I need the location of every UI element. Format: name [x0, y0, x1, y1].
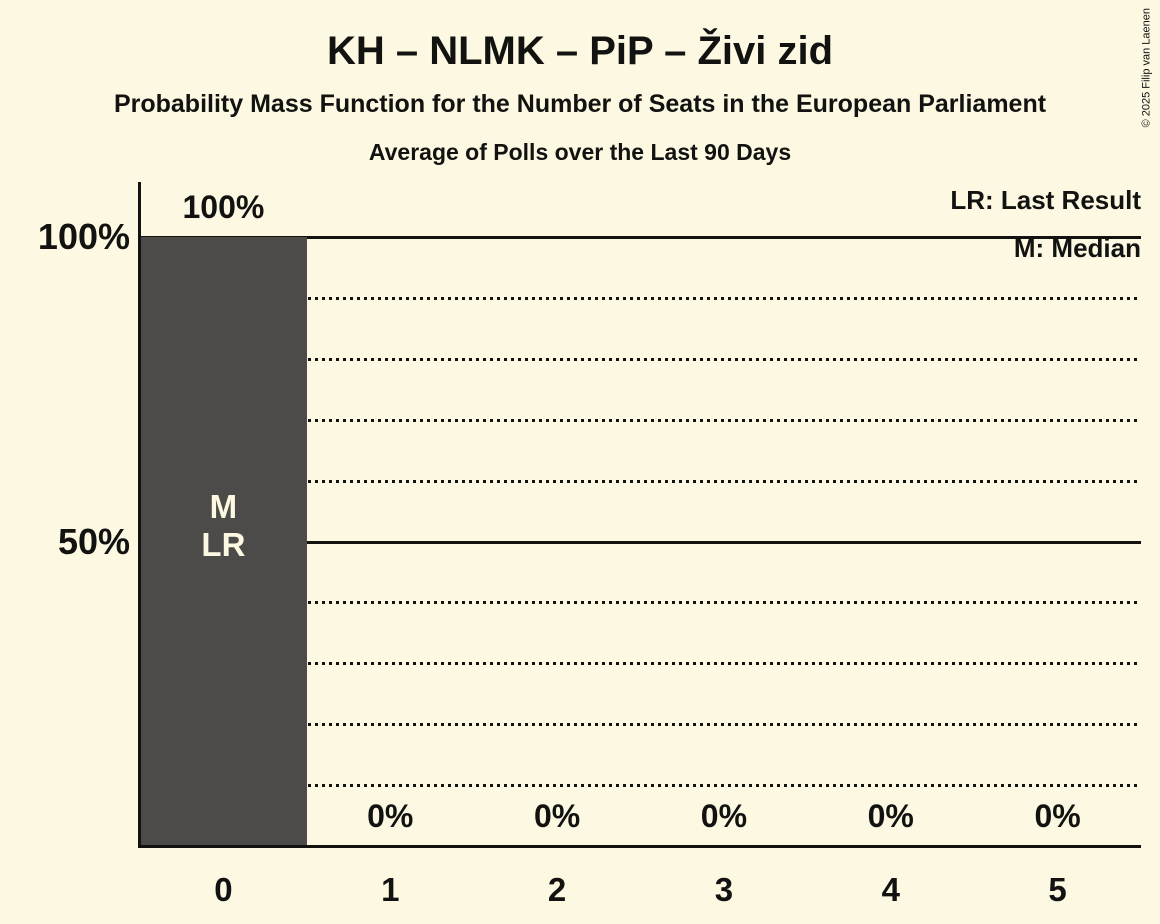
- gridline-solid-100pct: [140, 236, 1141, 239]
- legend-last-result: LR: Last Result: [950, 185, 1141, 215]
- last-result-marker-label: LR: [201, 526, 246, 563]
- gridline-dotted-40pct: [140, 601, 1141, 605]
- x-axis-label-4: 4: [881, 871, 900, 908]
- bar-value-label-5: 0%: [1034, 798, 1081, 834]
- gridline-dotted-20pct: [140, 723, 1141, 727]
- chart-subtitle: Probability Mass Function for the Number…: [113, 90, 1047, 118]
- gridline-dotted-30pct: [140, 662, 1141, 666]
- x-axis-label-5: 5: [1048, 871, 1067, 908]
- x-axis-label-3: 3: [714, 871, 734, 908]
- bar-value-label-1: 0%: [367, 798, 414, 834]
- gridline-dotted-80pct: [140, 357, 1141, 361]
- bar-value-label-4: 0%: [867, 798, 914, 834]
- x-axis-label-0: 0: [214, 871, 233, 908]
- x-axis-label-1: 1: [381, 871, 400, 908]
- y-axis: [138, 182, 141, 848]
- y-axis-tick-label-50: 50%: [57, 520, 130, 562]
- y-axis-tick-label-100: 100%: [37, 216, 130, 257]
- gridline-dotted-70pct: [140, 418, 1141, 422]
- copyright-notice: © 2025 Filip van Laenen: [1140, 8, 1152, 128]
- gridline-dotted-90pct: [140, 296, 1141, 300]
- bar-annotation-median-lr: M LR: [140, 488, 307, 564]
- bar-value-label-0: 100%: [182, 189, 265, 225]
- gridline-dotted-10pct: [140, 784, 1141, 788]
- gridline-dotted-60pct: [140, 479, 1141, 483]
- bar-value-label-2: 0%: [533, 798, 581, 834]
- bar-value-label-3: 0%: [700, 798, 748, 834]
- chart-sub-subtitle: Average of Polls over the Last 90 Days: [368, 139, 792, 165]
- x-axis-label-2: 2: [547, 871, 567, 908]
- legend-median: M: Median: [1013, 233, 1141, 263]
- gridline-solid-50pct: [140, 540, 1141, 544]
- median-marker-label: M: [209, 488, 238, 525]
- chart-title: KH – NLMK – PiP – Živi zid: [326, 29, 834, 73]
- bar-seat-0: [141, 237, 307, 846]
- x-axis: [138, 845, 1141, 848]
